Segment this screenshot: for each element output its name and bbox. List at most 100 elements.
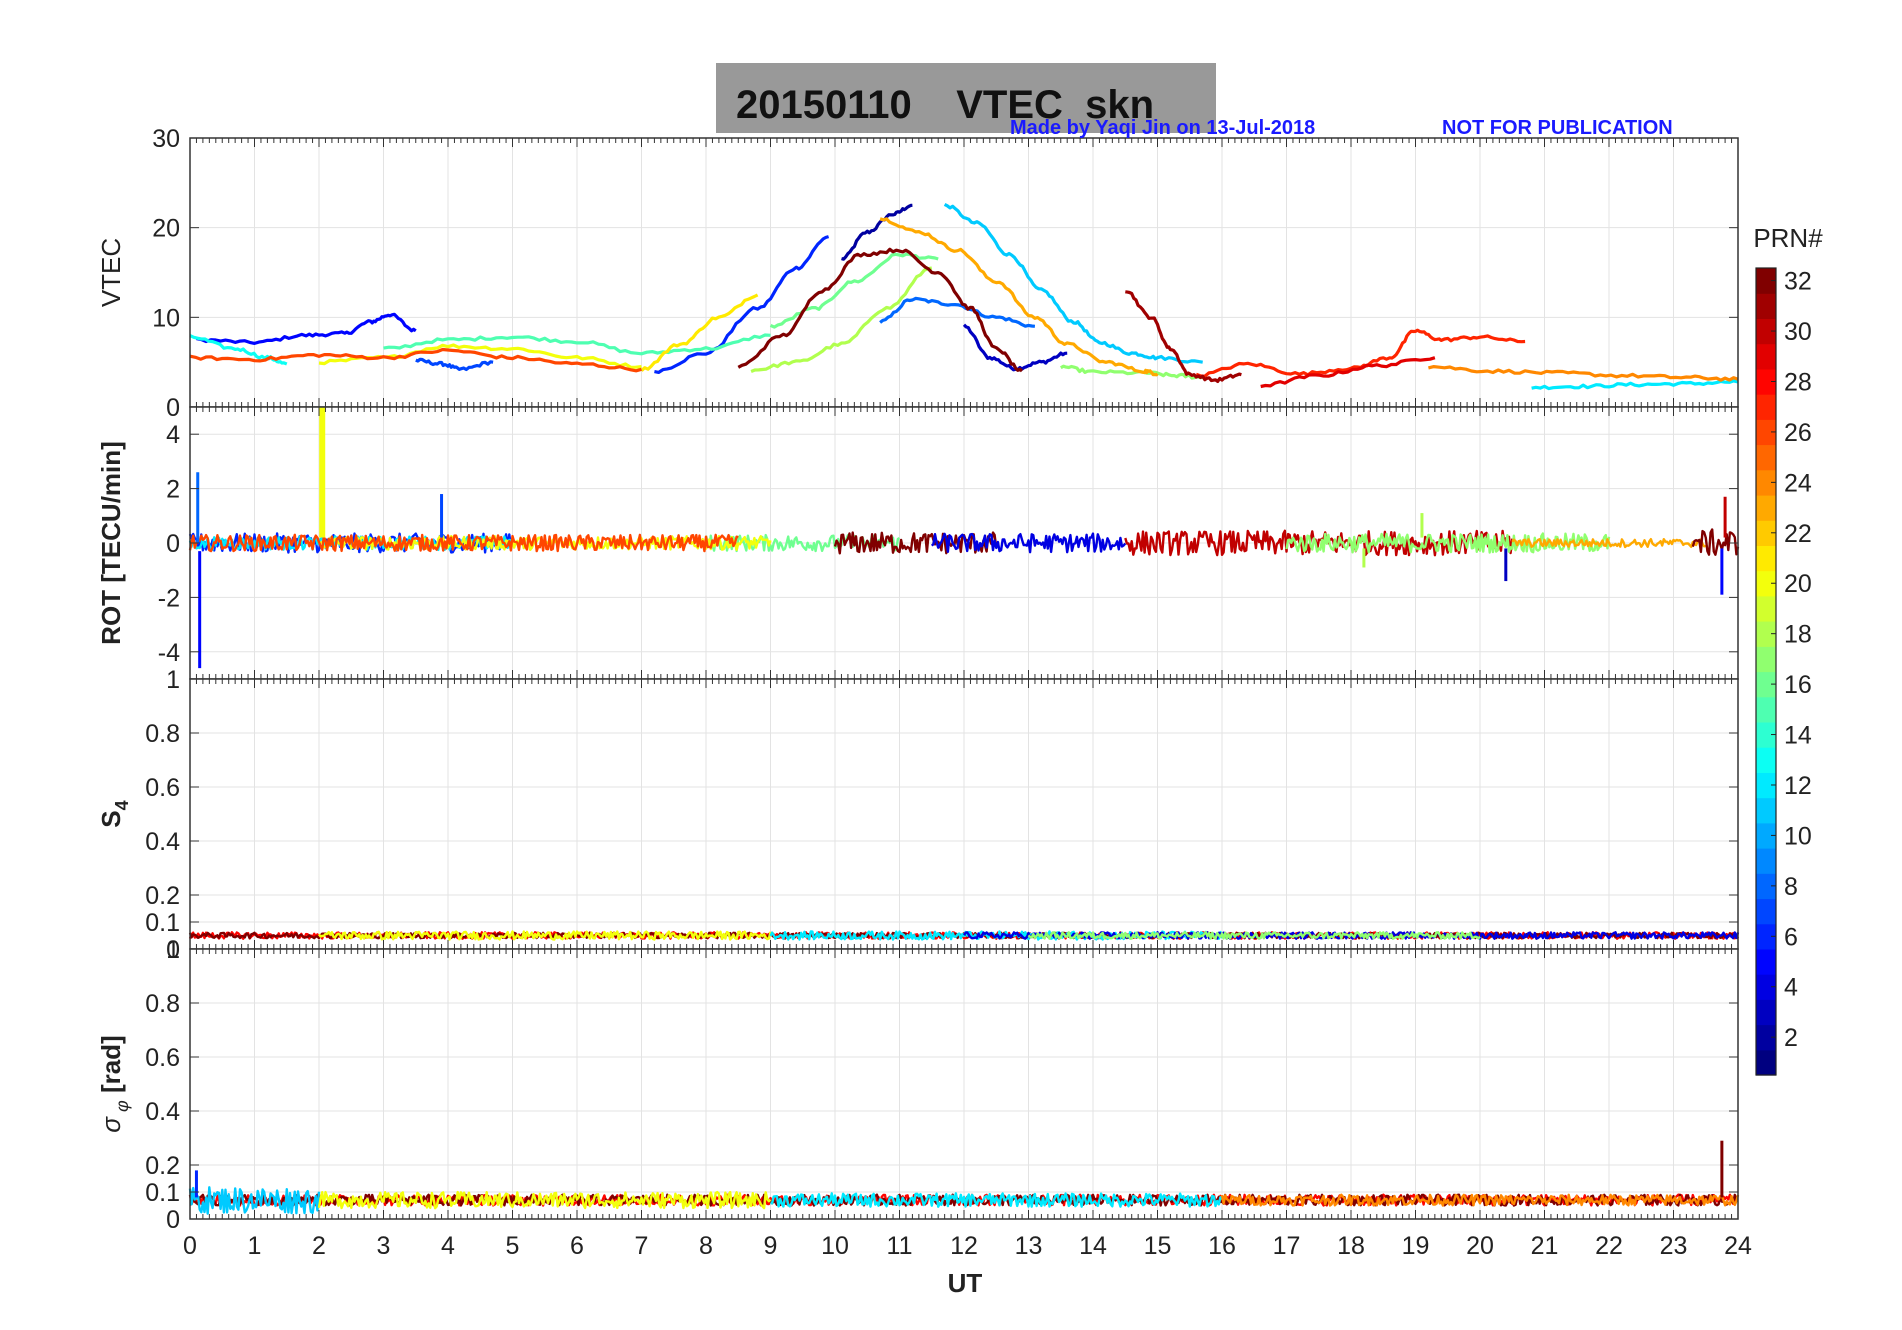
colorbar-tick-label: 12 — [1784, 772, 1812, 800]
series-line-prn-29 — [1260, 356, 1436, 389]
y-axis-label: ROT [TECU/min] — [96, 441, 126, 645]
y-axis-label-subscript: 4 — [112, 800, 132, 810]
colorbar-tick-label: 24 — [1784, 469, 1812, 497]
colorbar-segment — [1756, 923, 1776, 950]
colorbar-segment — [1756, 268, 1776, 294]
x-tick-label: 14 — [1079, 1232, 1107, 1260]
series-line-prn-21 — [640, 293, 759, 372]
colorbar-segment — [1756, 873, 1776, 900]
colorbar-label: PRN# — [1753, 223, 1823, 253]
colorbar-segment — [1756, 772, 1776, 799]
series-group — [188, 930, 1740, 941]
x-axis: 0 1 2 3 4 5 6 7 8 9 10 11 12 13 14 15 16 17 18 19 20 21 22 23 24 — [183, 1232, 1752, 1260]
series-band-prn-17 — [1027, 931, 1481, 940]
colorbar-tick-label: 30 — [1784, 318, 1812, 346]
colorbar-segment — [1756, 671, 1776, 698]
x-tick-label: 17 — [1273, 1232, 1301, 1260]
colorbar-frame — [1755, 267, 1777, 1076]
y-tick-label: -2 — [158, 584, 180, 612]
y-axis-label: VTEC — [96, 238, 126, 307]
colorbar-segment — [1756, 1024, 1776, 1051]
tick-marks — [189, 407, 1739, 679]
x-tick-label: 15 — [1144, 1232, 1172, 1260]
colorbar-segment — [1756, 696, 1776, 723]
y-tick-label: -4 — [158, 639, 180, 667]
series-line-prn-31 — [1125, 290, 1242, 383]
y-tick-label: 10 — [152, 304, 180, 332]
series-band-prn-20 — [317, 1190, 772, 1210]
y-tick-label: 0.2 — [145, 1152, 180, 1180]
x-tick-label: 18 — [1337, 1232, 1365, 1260]
colorbar-segment — [1756, 419, 1776, 446]
panel-vtec: 0 10 20 30 VTEC — [96, 125, 1739, 422]
colorbar-segment — [1756, 570, 1776, 597]
colorbar-segment — [1756, 974, 1776, 1000]
series-line-prn-2 — [841, 203, 913, 261]
colorbar-segment — [1756, 747, 1776, 773]
colorbar-segment — [1756, 621, 1776, 647]
colorbar-segment — [1756, 948, 1776, 975]
series-group — [189, 202, 1739, 391]
colorbar-segment — [1756, 999, 1776, 1026]
colorbar-tick-label: 26 — [1784, 419, 1812, 447]
chart-title: 20150110 VTEC skn — [736, 83, 1154, 127]
series-line-prn-11 — [943, 202, 1203, 364]
colorbar-segment — [1756, 721, 1776, 748]
tick-marks — [189, 948, 1739, 1220]
colorbar-segment — [1756, 595, 1776, 622]
unit-text: [rad] — [96, 1035, 126, 1100]
x-tick-label: 1 — [248, 1232, 262, 1260]
x-tick-label: 11 — [887, 1232, 913, 1260]
colorbar-tick-label: 10 — [1784, 822, 1812, 850]
series-line-prn-7 — [415, 357, 494, 372]
colorbar-segment — [1756, 368, 1776, 395]
series-band-prn-11 — [188, 1186, 321, 1215]
series-group — [188, 1140, 1740, 1215]
x-tick-label: 20 — [1466, 1232, 1494, 1260]
notice-text: NOT FOR PUBLICATION — [1442, 117, 1673, 139]
colorbar-segment — [1756, 797, 1776, 824]
colorbar-tick-label: 6 — [1784, 923, 1798, 951]
y-axis-label: S4 — [96, 800, 132, 827]
y-tick-label: 0.4 — [145, 828, 180, 856]
x-tick-label: 19 — [1402, 1232, 1430, 1260]
series-band-prn-32 — [1691, 528, 1740, 556]
colorbar-tick-label: 20 — [1784, 570, 1812, 598]
y-tick-label: 0.6 — [145, 774, 180, 802]
colorbar-tick-label: 4 — [1784, 974, 1798, 1002]
series-line-prn-15 — [383, 333, 771, 356]
y-tick-label: 0.1 — [145, 909, 180, 937]
colorbar-tick-label: 16 — [1784, 671, 1812, 699]
series-band-prn-23 — [1511, 538, 1707, 549]
y-tick-labels: 00.10.20.40.60.81 — [145, 936, 180, 1234]
y-tick-label: 0.1 — [145, 1179, 180, 1207]
x-tick-label: 4 — [441, 1232, 455, 1260]
y-tick-labels: 0 10 20 30 — [152, 125, 180, 422]
colorbar-segment — [1756, 822, 1776, 849]
y-tick-label: 1 — [166, 666, 180, 694]
panel-s4: 00.10.2 0.4 0.6 0.8 1 S4 — [96, 666, 1740, 964]
phi-subscript: φ — [112, 1100, 132, 1117]
colorbar-segment — [1756, 848, 1776, 874]
series-band-prn-26 — [188, 533, 739, 553]
credit-text: Made by Yaqi Jin on 13-Jul-2018 — [1010, 117, 1315, 139]
colorbar-segment — [1756, 469, 1776, 496]
x-tick-label: 22 — [1595, 1232, 1623, 1260]
y-tick-labels: 00.10.20.40.60.81 — [145, 666, 180, 964]
series-line-prn-26 — [189, 347, 642, 373]
y-tick-label: 0 — [166, 1206, 180, 1234]
y-tick-label: 0 — [166, 530, 180, 558]
series-line-prn-12 — [1531, 379, 1739, 391]
y-tick-label: 30 — [152, 125, 180, 153]
colorbar-tick-label: 28 — [1784, 368, 1812, 396]
series-line-prn-8 — [879, 296, 1036, 328]
y-tick-label: 4 — [166, 421, 180, 449]
colorbar-segment — [1756, 293, 1776, 319]
x-tick-label: 5 — [506, 1232, 520, 1260]
y-tick-label: 0.4 — [145, 1098, 180, 1126]
series-band-prn-20 — [318, 930, 772, 941]
x-axis-label: UT — [948, 1268, 983, 1298]
series-line-prn-13 — [189, 334, 288, 366]
colorbar-segment — [1756, 1049, 1776, 1076]
